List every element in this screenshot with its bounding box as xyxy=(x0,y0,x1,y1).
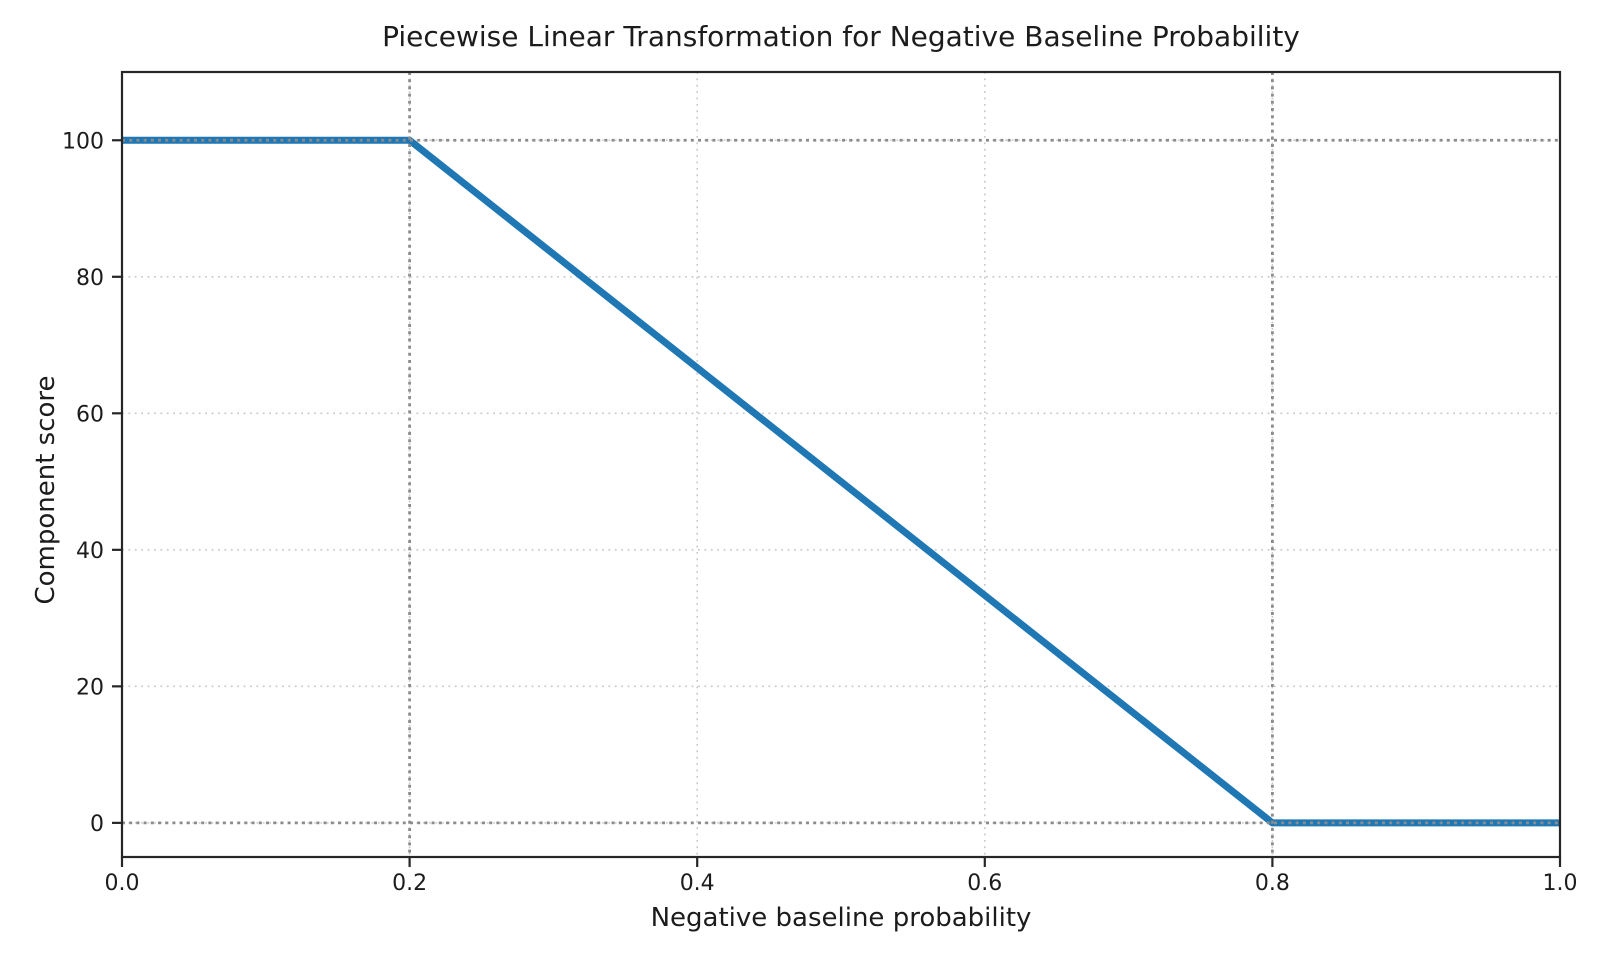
y-tick-label: 40 xyxy=(76,539,104,564)
x-tick-label: 0.8 xyxy=(1255,871,1290,896)
grid-layer xyxy=(121,72,1561,857)
x-axis-label: Negative baseline probability xyxy=(651,903,1032,933)
x-tick-label: 0.6 xyxy=(967,871,1002,896)
y-axis-label: Component score xyxy=(31,375,61,604)
data-line-component-score xyxy=(122,136,1560,827)
x-tick-label: 0.0 xyxy=(105,871,140,896)
y-tick-label: 80 xyxy=(76,266,104,291)
x-tick-label: 0.2 xyxy=(392,871,427,896)
x-tick-label: 1.0 xyxy=(1543,871,1578,896)
reference-lines-layer xyxy=(122,72,1560,857)
axes-spines-layer xyxy=(120,70,1562,859)
y-tick-label: 20 xyxy=(76,675,104,700)
x-tick-label: 0.4 xyxy=(680,871,715,896)
y-tick-label: 100 xyxy=(62,129,104,154)
series-layer xyxy=(122,136,1560,827)
y-tick-label: 60 xyxy=(76,402,104,427)
tick-layer: 0.0 0.2 0.4 0.6 0.8 1.0 0 20 40 60 80 100 xyxy=(62,129,1578,896)
y-tick-label: 0 xyxy=(90,812,104,837)
axes-spines xyxy=(120,70,1562,859)
chart-title: Piecewise Linear Transformation for Nega… xyxy=(382,20,1300,53)
